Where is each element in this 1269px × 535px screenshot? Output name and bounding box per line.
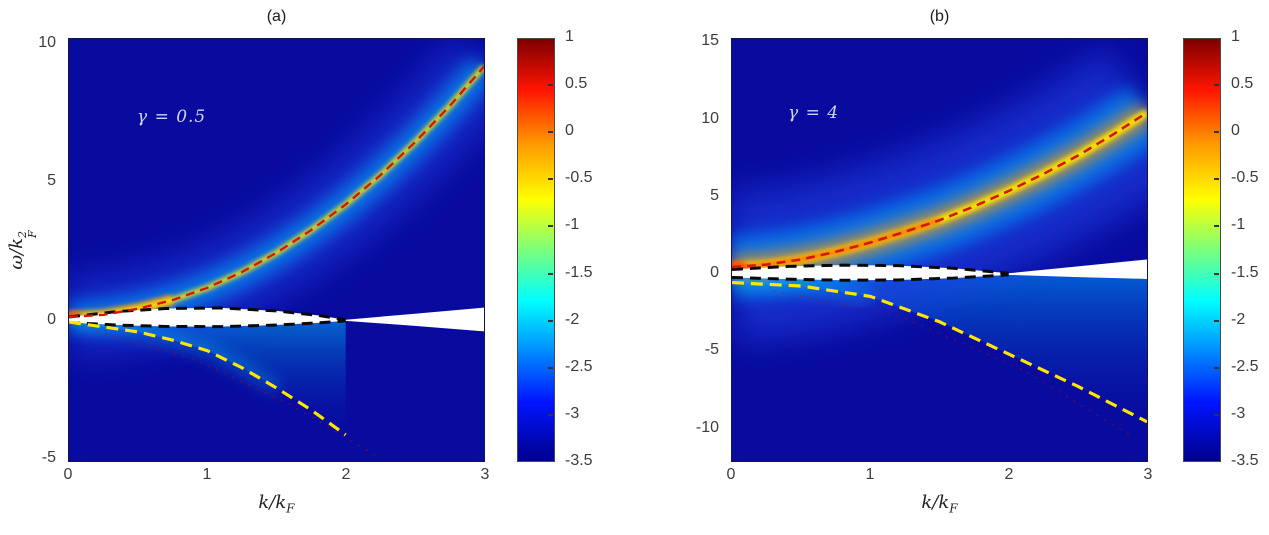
yellow-dashed-curve — [69, 320, 347, 437]
y-tick-label: 15 — [701, 32, 719, 50]
x-label-base: k/k — [258, 492, 287, 513]
y-tick-label: -5 — [41, 449, 56, 467]
colorbar-a-gradient — [517, 38, 555, 462]
colorbar-a-ticks: 1 0.5 0 -0.5 -1 -1.5 -2 -2.5 -3 -3.5 — [517, 28, 607, 469]
colorbar-tick-mark — [1214, 366, 1219, 369]
x-axis-label-a: k/kF — [68, 492, 485, 516]
lens-lower-black-dashed — [69, 319, 346, 329]
colorbar-tick-label: -2 — [565, 310, 580, 328]
colorbar-tick-label: -1.5 — [1231, 263, 1259, 281]
colorbar-tick-mark — [1214, 84, 1219, 87]
yellow-dashed-curve — [732, 280, 1147, 424]
x-tick-label: 1 — [865, 466, 875, 483]
x-tick-label: 3 — [480, 466, 490, 483]
colorbar-tick-mark — [548, 225, 553, 228]
x-tick-label: 1 — [202, 466, 212, 483]
heatmap-plot-b: γ = 4 — [731, 38, 1148, 462]
x-tick-label: 2 — [1004, 466, 1014, 483]
x-label-sub: F — [949, 501, 958, 516]
colorbar-tick-mark — [548, 84, 553, 87]
lens-upper-black-dashed — [732, 263, 1009, 275]
y-tick-label: 0 — [47, 310, 56, 328]
colorbar-tick-mark — [1214, 319, 1219, 322]
colorbar-b-gradient — [1183, 38, 1221, 462]
colorbar-a: 1 0.5 0 -0.5 -1 -1.5 -2 -2.5 -3 -3.5 — [517, 28, 593, 469]
y-tick-label: 10 — [701, 109, 719, 127]
x-tick-label: 0 — [726, 466, 736, 483]
y-axis-ticks-b: 15 10 5 0 -5 -10 — [677, 32, 725, 462]
y-tick-label: 0 — [710, 264, 719, 282]
colorbar-tick-mark — [1214, 225, 1219, 228]
colorbar-tick-label: -0.5 — [565, 169, 593, 187]
negative-branch-fan — [732, 274, 1147, 422]
colorbar-tick-label: 0.5 — [1231, 75, 1254, 93]
colorbar-tick-mark — [548, 131, 553, 134]
colorbar-tick-mark — [548, 178, 553, 181]
particle-hole-lens — [69, 307, 346, 327]
colorbar-tick-label: -1 — [565, 216, 580, 234]
panel-b: (b) — [696, 0, 1153, 535]
x-tick-label: 3 — [1143, 466, 1153, 483]
colorbar-tick-mark — [1214, 131, 1219, 134]
x-tick-label: 0 — [63, 466, 73, 483]
colorbar-tick-label: 1 — [565, 28, 574, 45]
colorbar-tick-mark — [548, 366, 553, 369]
x-tick-label: 2 — [341, 466, 351, 483]
faint-red-speckle-curve — [773, 290, 1134, 438]
x-axis-ticks-a: 0 1 2 3 — [64, 466, 490, 488]
y-tick-label: -10 — [695, 418, 719, 436]
panel-a-title: (a) — [266, 8, 287, 25]
x-label-base: k/k — [921, 492, 950, 513]
lens-lower-black-dashed — [732, 273, 1009, 282]
red-dashed-dispersion — [69, 65, 484, 319]
y-axis-ticks-a: 10 5 0 -5 — [14, 34, 62, 467]
heatmap-a-canvas — [69, 39, 484, 461]
panel-a: (a) — [6, 0, 490, 535]
colorbar-tick-mark — [1214, 178, 1219, 181]
continuum-wedge — [1008, 259, 1147, 279]
gamma-annotation-a: γ = 0.5 — [137, 107, 207, 127]
colorbar-tick-label: -3 — [565, 404, 580, 422]
colorbar-tick-label: 0.5 — [565, 75, 588, 93]
colorbar-tick-label: -2.5 — [1231, 357, 1259, 375]
colorbar-tick-mark — [1214, 413, 1219, 416]
colorbar-tick-label: -0.5 — [1231, 169, 1259, 187]
colorbar-tick-mark — [548, 413, 553, 416]
colorbar-tick-label: -3 — [1231, 404, 1246, 422]
colorbar-tick-label: -3.5 — [565, 452, 593, 469]
colorbar-b-ticks: 1 0.5 0 -0.5 -1 -1.5 -2 -2.5 -3 -3.5 — [1183, 28, 1269, 469]
colorbar-tick-label: -1.5 — [565, 263, 593, 281]
colorbar-tick-label: -3.5 — [1231, 452, 1259, 469]
x-axis-ticks-b: 0 1 2 3 — [727, 466, 1153, 488]
y-label-base: ω/k — [6, 237, 27, 270]
panel-b-title: (b) — [929, 8, 950, 25]
continuum-wedge — [345, 307, 484, 332]
gamma-annotation-b: γ = 4 — [788, 103, 840, 123]
colorbar-tick-label: 1 — [1231, 28, 1240, 45]
heatmap-b-canvas — [732, 39, 1147, 461]
heatmap-plot-a: γ = 0.5 — [68, 38, 485, 462]
colorbar-tick-label: -2 — [1231, 310, 1246, 328]
faint-red-speckle-curve — [96, 330, 381, 459]
lens-upper-black-dashed — [69, 306, 346, 322]
red-dashed-dispersion — [732, 111, 1147, 269]
x-label-sub: F — [286, 501, 295, 516]
y-axis-label: ω/k 2 F — [6, 230, 39, 270]
colorbar-tick-mark — [548, 319, 553, 322]
negative-branch-fan — [69, 320, 346, 435]
colorbar-tick-label: 0 — [1231, 122, 1240, 140]
y-tick-label: 5 — [47, 172, 56, 190]
y-tick-label: 5 — [710, 186, 719, 204]
y-tick-label: -5 — [704, 341, 719, 359]
x-axis-label-b: k/kF — [731, 492, 1148, 516]
colorbar-tick-mark — [548, 272, 553, 275]
colorbar-b: 1 0.5 0 -0.5 -1 -1.5 -2 -2.5 -3 -3.5 — [1183, 28, 1259, 469]
y-tick-label: 10 — [38, 33, 56, 51]
colorbar-tick-label: 0 — [565, 122, 574, 140]
colorbar-tick-label: -1 — [1231, 216, 1246, 234]
colorbar-tick-mark — [1214, 272, 1219, 275]
colorbar-tick-label: -2.5 — [565, 357, 593, 375]
